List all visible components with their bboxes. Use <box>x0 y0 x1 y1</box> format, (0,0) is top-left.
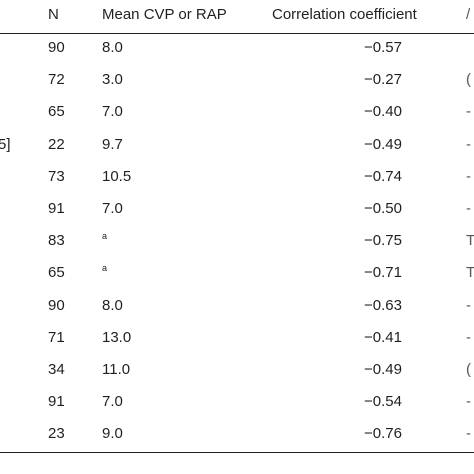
table-header-row: N Mean CVP or RAP Correlation coefficien… <box>0 0 474 30</box>
row-mean-cell: 13.0 <box>102 328 132 346</box>
table-row: 65 7.0 −0.40 - <box>0 97 474 127</box>
row-correlation-cell: −0.49 <box>364 361 402 378</box>
row-mean-cell: 10.5 <box>102 167 132 185</box>
table-row: 5] 22 9.7 −0.49 - <box>0 130 474 160</box>
row-cropped-edge-cell: T <box>466 232 474 250</box>
row-correlation-cell: −0.54 <box>364 393 402 411</box>
row-n-cell: 72 <box>48 71 65 89</box>
table-row: 71 13.0 −0.41 - <box>0 323 474 353</box>
row-cropped-edge-cell: - <box>466 103 471 121</box>
row-mean-cell: 9.0 <box>102 425 123 443</box>
header-mean-cvp-rap: Mean CVP or RAP <box>102 6 227 23</box>
row-mean-cell: a <box>102 231 108 242</box>
row-correlation-cell: −0.40 <box>364 103 402 121</box>
table-row: 34 11.0 −0.49 ( <box>0 355 474 385</box>
row-cropped-edge-cell: ( <box>466 71 471 89</box>
table-row: 90 8.0 −0.63 - <box>0 291 474 321</box>
row-correlation-cell: −0.27 <box>364 71 402 89</box>
table-row: 23 9.0 −0.76 - <box>0 419 474 449</box>
row-mean-cell: 7.0 <box>102 200 123 217</box>
row-n-cell: 65 <box>48 264 65 282</box>
row-cropped-edge-cell: - <box>466 167 471 185</box>
row-correlation-cell: −0.63 <box>364 296 402 314</box>
row-correlation-cell: −0.71 <box>364 264 402 282</box>
table-row: 91 7.0 −0.50 - <box>0 194 474 224</box>
table-row: 90 8.0 −0.57 <box>0 33 474 63</box>
row-n-cell: 22 <box>48 135 65 153</box>
row-left-cropped-cell: 5] <box>0 135 11 153</box>
row-n-cell: 90 <box>48 39 65 56</box>
table-row: 83 a −0.75 T <box>0 226 474 256</box>
row-cropped-edge-cell: ( <box>466 361 471 378</box>
row-mean-cell: 7.0 <box>102 103 123 121</box>
row-n-cell: 83 <box>48 232 65 250</box>
row-correlation-cell: −0.49 <box>364 135 402 153</box>
row-cropped-edge-cell: - <box>466 135 471 153</box>
row-cropped-edge-cell: - <box>466 328 471 346</box>
row-mean-cell: a <box>102 263 108 274</box>
row-n-cell: 73 <box>48 167 65 185</box>
row-n-cell: 91 <box>48 393 65 411</box>
row-mean-cell: 3.0 <box>102 71 123 89</box>
row-n-cell: 34 <box>48 361 65 378</box>
bottom-rule <box>0 452 474 453</box>
row-cropped-edge-cell: - <box>466 200 471 217</box>
table-row: 73 10.5 −0.74 - <box>0 162 474 192</box>
row-mean-cell: 11.0 <box>102 361 131 378</box>
row-cropped-edge-cell: - <box>466 393 471 411</box>
row-n-cell: 91 <box>48 200 65 217</box>
table-row: 72 3.0 −0.27 ( <box>0 65 474 95</box>
row-mean-cell: 8.0 <box>102 296 123 314</box>
row-n-cell: 71 <box>48 328 65 346</box>
row-cropped-edge-cell: T <box>466 264 474 282</box>
row-n-cell: 65 <box>48 103 65 121</box>
row-n-cell: 23 <box>48 425 65 443</box>
table-row: 91 7.0 −0.54 - <box>0 387 474 417</box>
row-mean-cell: 7.0 <box>102 393 123 411</box>
header-correlation-coefficient: Correlation coefficient <box>272 6 417 23</box>
row-correlation-cell: −0.57 <box>364 39 402 56</box>
row-mean-cell: 8.0 <box>102 39 123 56</box>
row-correlation-cell: −0.50 <box>364 200 402 217</box>
header-rule <box>0 33 474 34</box>
row-correlation-cell: −0.41 <box>364 328 402 346</box>
row-n-cell: 90 <box>48 296 65 314</box>
row-cropped-edge-cell: - <box>466 296 471 314</box>
row-cropped-edge-cell: - <box>466 425 471 443</box>
table-row: 65 a −0.71 T <box>0 258 474 288</box>
row-correlation-cell: −0.76 <box>364 425 402 443</box>
row-correlation-cell: −0.74 <box>364 167 402 185</box>
row-mean-cell: 9.7 <box>102 135 123 153</box>
row-correlation-cell: −0.75 <box>364 232 402 250</box>
header-cropped-edge: / <box>466 6 471 23</box>
header-n: N <box>48 6 59 23</box>
